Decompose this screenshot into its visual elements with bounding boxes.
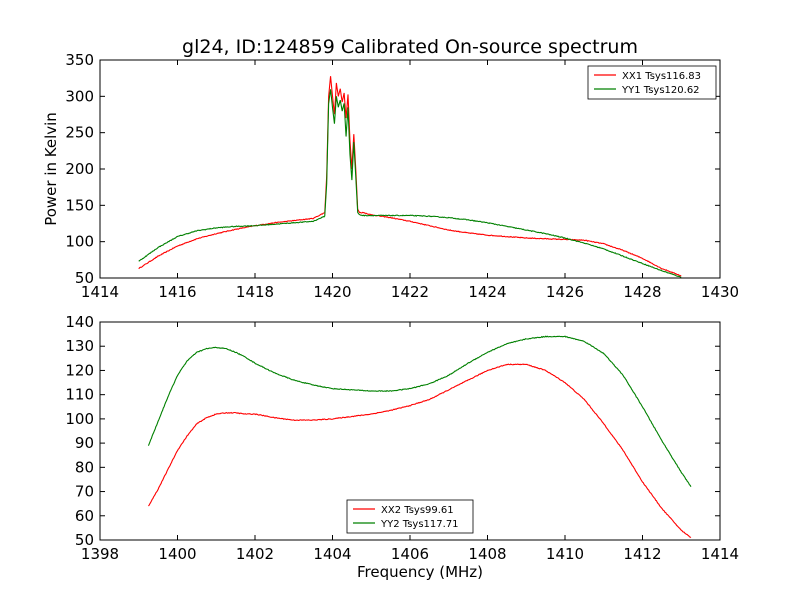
- legend-entry: YY1 Tsys120.62: [621, 85, 700, 96]
- x-tick-label: 1428: [623, 283, 661, 301]
- legend-entry: YY2 Tsys117.71: [380, 519, 459, 530]
- x-tick-label: 1400: [158, 545, 196, 563]
- y-tick-label: 150: [65, 196, 94, 214]
- x-tick-label: 1402: [236, 545, 274, 563]
- legend: XX2 Tsys99.61 YY2 Tsys117.71: [346, 499, 474, 534]
- x-tick-label: 1412: [623, 545, 661, 563]
- y-tick-label: 90: [75, 434, 94, 452]
- top-plot: 1414 1416 1418 1420 1422 1424 1426 1428 1430 50 10…: [42, 51, 739, 301]
- y-tick-label: 100: [65, 410, 94, 428]
- chart-title: gl24, ID:124859 Calibrated On-source spe…: [182, 36, 638, 58]
- y-tick-label: 120: [65, 361, 94, 379]
- x-tick-label: 1414: [81, 283, 119, 301]
- x-tick-label: 1424: [468, 283, 506, 301]
- series-line-2-2: [147, 335, 692, 487]
- y-tick-label: 70: [75, 483, 94, 501]
- y-tick-label: 350: [65, 51, 94, 69]
- x-tick-label: 1420: [313, 283, 351, 301]
- x-tick-label: 1422: [391, 283, 429, 301]
- legend-entry: XX1 Tsys116.83: [622, 71, 701, 82]
- y-tick-label: 140: [65, 313, 94, 331]
- x-tick-label: 1416: [158, 283, 196, 301]
- x-tick-label: 1414: [701, 545, 739, 563]
- legend: XX1 Tsys116.83 YY1 Tsys120.62: [587, 65, 717, 100]
- x-tick-label: 1430: [701, 283, 739, 301]
- y-axis-label: Power in Kelvin: [42, 112, 60, 226]
- x-tick-label: 1426: [546, 283, 584, 301]
- series-line-1-1: [138, 76, 682, 277]
- legend-box: [587, 65, 717, 100]
- x-axis-label: Frequency (MHz): [357, 563, 483, 581]
- y-tick-label: 100: [65, 233, 94, 251]
- series-line-2-1: [148, 363, 692, 539]
- y-tick-label: 50: [75, 531, 94, 549]
- x-tick-label: 1406: [391, 545, 429, 563]
- x-tick-label: 1410: [546, 545, 584, 563]
- y-tick-label: 130: [65, 337, 94, 355]
- x-tick-label: 1408: [468, 545, 506, 563]
- y-tick-label: 80: [75, 458, 94, 476]
- y-tick-label: 50: [75, 269, 94, 287]
- series-line-1-2: [138, 89, 682, 278]
- y-tick-label: 110: [65, 386, 94, 404]
- legend-box: [346, 499, 474, 534]
- y-tick-label: 60: [75, 507, 94, 525]
- legend-entry: XX2 Tsys99.61: [381, 505, 454, 516]
- bottom-plot: 1398 1400 1402 1404 1406 1408 1410 1412 1414 50 60…: [65, 313, 739, 581]
- y-tick-label: 250: [65, 124, 94, 142]
- x-tick-label: 1418: [236, 283, 274, 301]
- y-tick-label: 200: [65, 160, 94, 178]
- y-tick-label: 300: [65, 87, 94, 105]
- x-tick-label: 1404: [313, 545, 351, 563]
- x-tick-label: 1398: [81, 545, 119, 563]
